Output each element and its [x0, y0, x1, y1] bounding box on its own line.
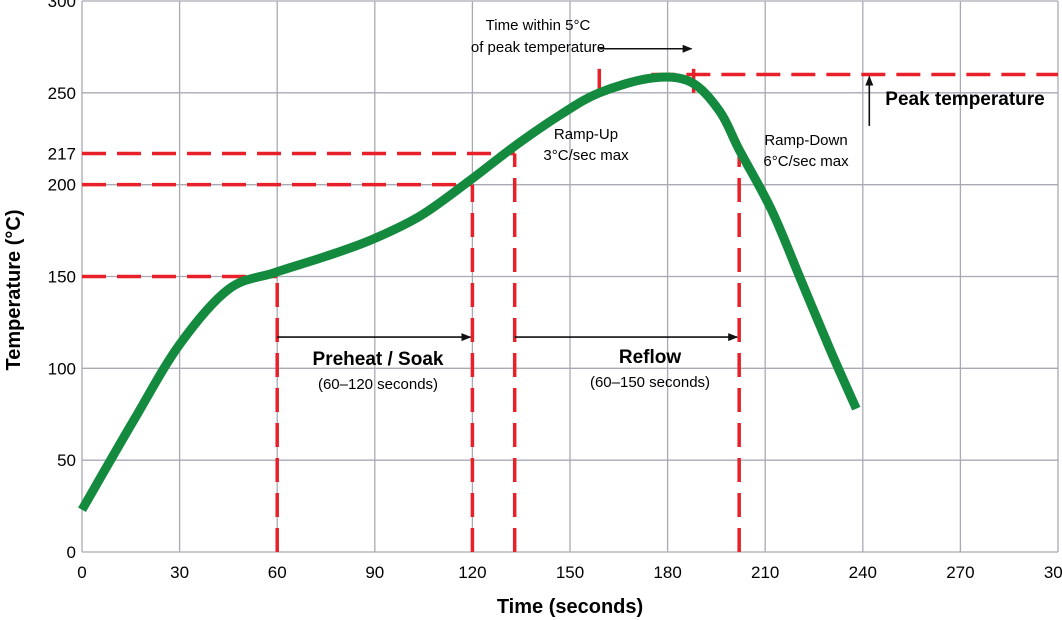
- y-tick-label: 250: [48, 84, 76, 103]
- y-tick-label: 300: [48, 0, 76, 11]
- y-tick-label: 150: [48, 268, 76, 287]
- y-tick-label: 0: [67, 543, 76, 562]
- ramp-up-label: Ramp-Up 3°C/sec max: [543, 126, 629, 164]
- annotations: Time within 5°C of peak temperature Peak t…: [313, 17, 1045, 393]
- y-tick-label: 100: [48, 359, 76, 378]
- reflow-label: Reflow: [619, 347, 682, 368]
- x-tick-label: 210: [751, 563, 779, 582]
- annotation-line: Reflow: [619, 347, 682, 368]
- series: [78, 72, 861, 513]
- ramp-down-label: Ramp-Down 6°C/sec max: [763, 132, 849, 170]
- x-tick-label: 240: [849, 563, 877, 582]
- x-tick-label: 300: [1044, 563, 1062, 582]
- x-axis-title: Time (seconds): [497, 596, 643, 618]
- y-tick-label: 50: [57, 451, 76, 470]
- x-tick-label: 30: [170, 563, 189, 582]
- annotation-line: 6°C/sec max: [763, 153, 849, 170]
- y-tick-label: 217: [48, 144, 76, 163]
- x-tick-label: 180: [653, 563, 681, 582]
- x-tick-label: 60: [268, 563, 287, 582]
- preheat-soak-duration-label: (60–120 seconds): [318, 376, 438, 393]
- annotation-line: Ramp-Down: [764, 132, 847, 149]
- x-axis-ticks: 0 30 60 90 120 150 180 210 240 270 300: [77, 563, 1062, 582]
- y-axis-title: Temperature (°C): [3, 210, 25, 371]
- arrows: [277, 44, 874, 342]
- annotation-line: (60–120 seconds): [318, 376, 438, 393]
- annotation-line: Peak temperature: [885, 89, 1044, 110]
- temperature-profile-line: [78, 72, 861, 513]
- y-tick-label: 200: [48, 176, 76, 195]
- x-tick-label: 270: [946, 563, 974, 582]
- x-tick-label: 90: [365, 563, 384, 582]
- y-axis-ticks: 0 50 100 150 200 217 250 300: [48, 0, 76, 562]
- x-tick-label: 0: [77, 563, 86, 582]
- time-within-5c-label: Time within 5°C of peak temperature: [471, 17, 605, 56]
- annotation-line: Time within 5°C: [486, 17, 591, 34]
- preheat-soak-label: Preheat / Soak: [313, 349, 444, 370]
- annotation-line: 3°C/sec max: [543, 147, 629, 164]
- x-tick-label: 150: [556, 563, 584, 582]
- reflow-duration-label: (60–150 seconds): [590, 374, 710, 391]
- grid: [81, 0, 1059, 553]
- annotation-line: (60–150 seconds): [590, 374, 710, 391]
- annotation-line: Ramp-Up: [554, 126, 618, 143]
- annotation-line: of peak temperature: [471, 39, 605, 56]
- peak-temperature-label: Peak temperature: [885, 89, 1044, 110]
- x-tick-label: 120: [458, 563, 486, 582]
- annotation-line: Preheat / Soak: [313, 349, 444, 370]
